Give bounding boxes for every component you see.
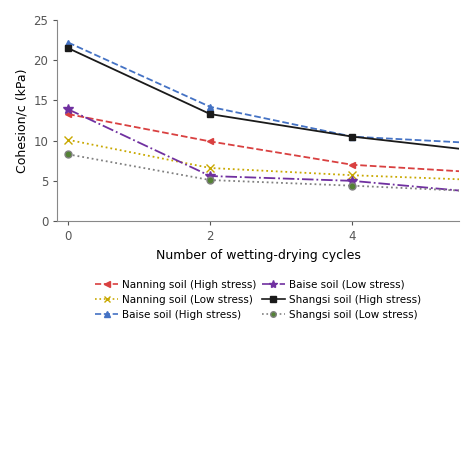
Legend: Nanning soil (High stress), Nanning soil (Low stress), Baise soil (High stress),: Nanning soil (High stress), Nanning soil… <box>92 276 424 323</box>
X-axis label: Number of wetting-drying cycles: Number of wetting-drying cycles <box>156 249 361 262</box>
Y-axis label: Cohesion/c (kPa): Cohesion/c (kPa) <box>15 68 28 173</box>
